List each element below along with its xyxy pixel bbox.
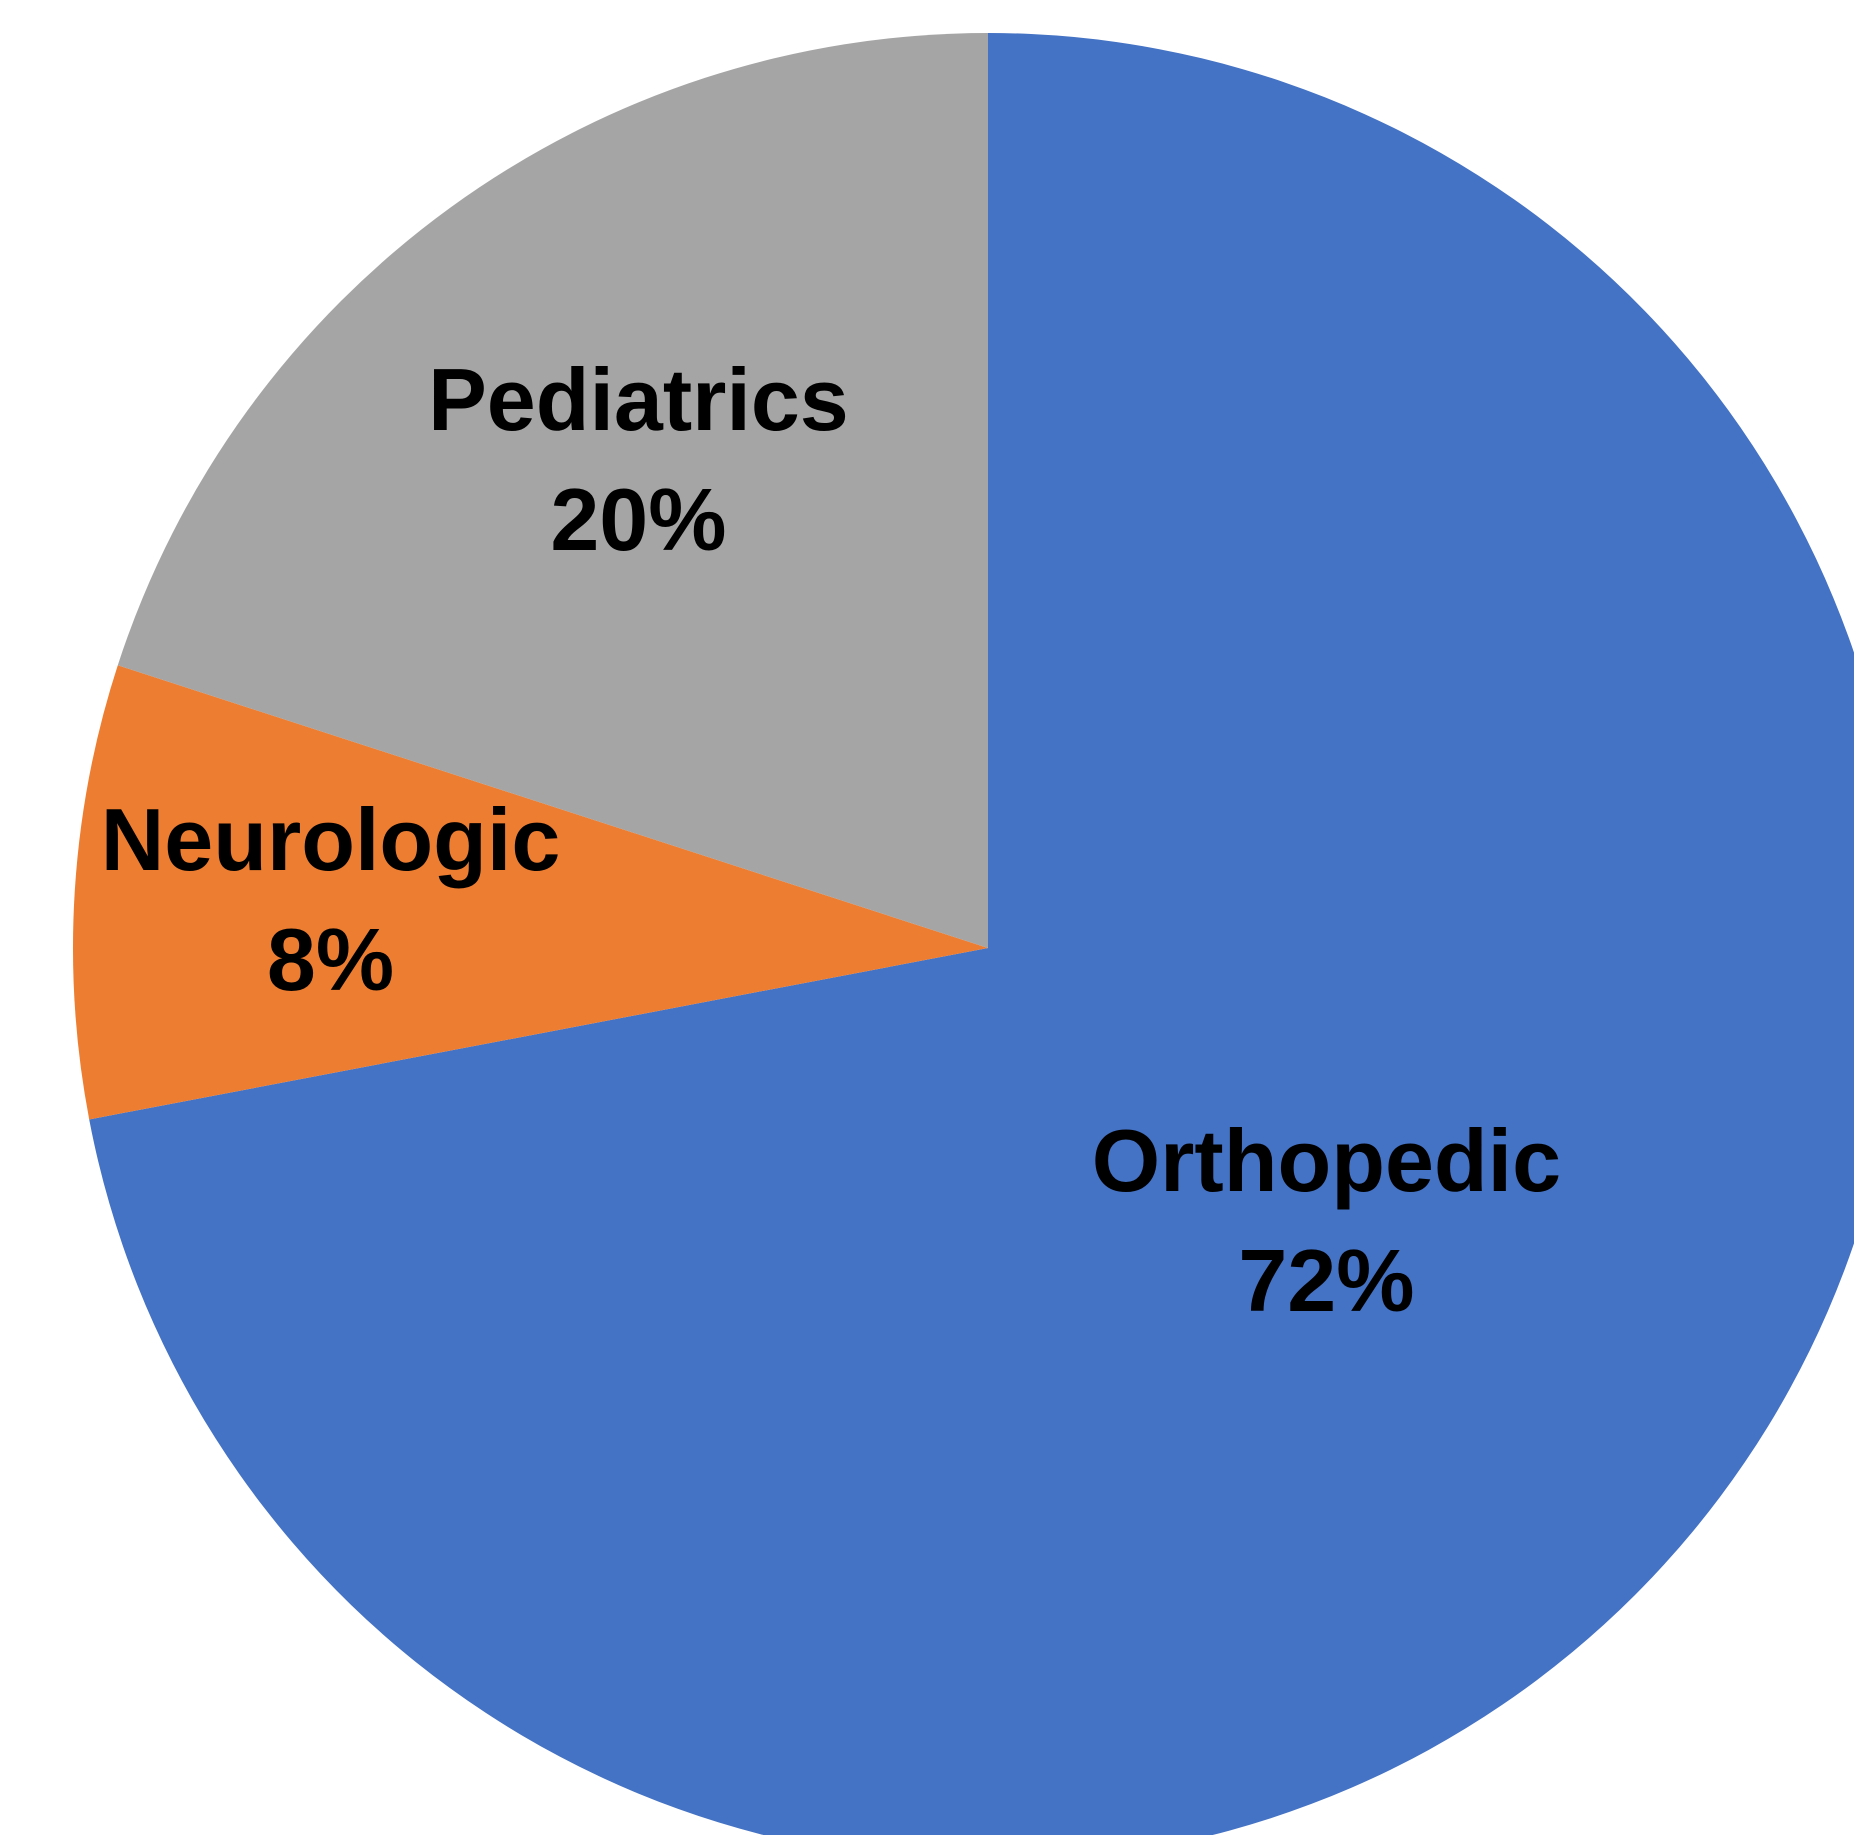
pie-slice xyxy=(117,33,989,948)
slice-value-label: 20% xyxy=(550,470,726,569)
pie-slice xyxy=(89,33,1854,1835)
slice-category-label: Neurologic xyxy=(101,790,561,889)
slice-category-label: Orthopedic xyxy=(1092,1111,1561,1210)
slice-category-label: Pediatrics xyxy=(428,350,849,449)
slice-value-label: 8% xyxy=(267,910,394,1009)
slice-value-label: 72% xyxy=(1238,1231,1414,1330)
pie-slice xyxy=(72,665,988,1120)
